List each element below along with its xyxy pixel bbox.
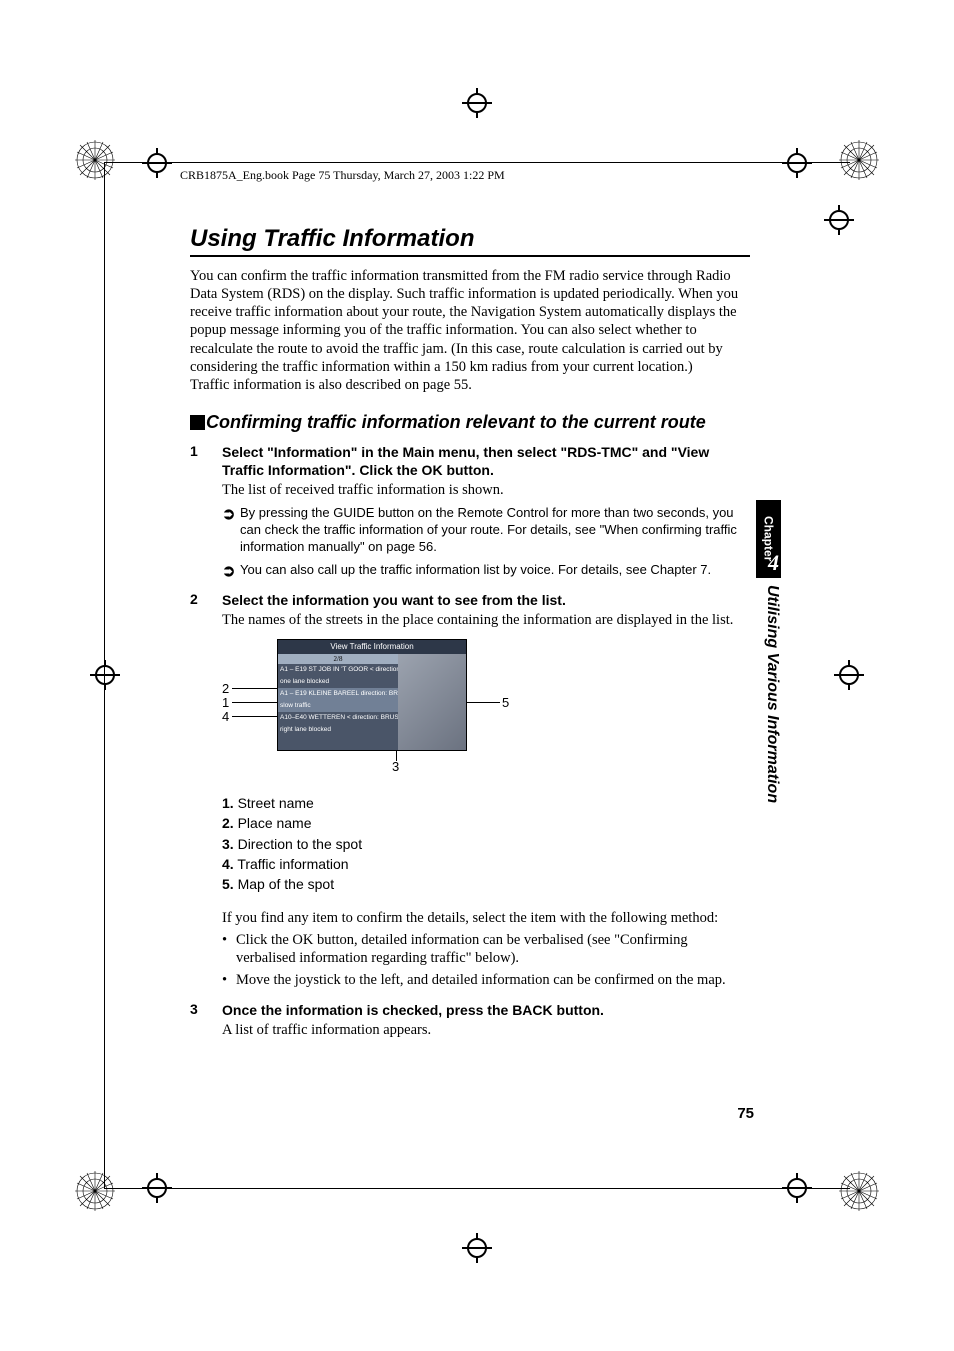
crosshair-icon xyxy=(142,148,172,178)
chapter-number: 4 xyxy=(768,550,779,576)
callout-line xyxy=(232,688,277,689)
crop-line xyxy=(104,162,105,1189)
fig-row: one lane blocked xyxy=(278,676,398,688)
tip-arrow-icon: ➲ xyxy=(222,505,240,526)
step-description: The list of received traffic information… xyxy=(222,481,750,499)
chapter-title: Utilising Various Information xyxy=(756,585,781,803)
regmark-starburst xyxy=(75,1171,115,1211)
crosshair-icon xyxy=(782,148,812,178)
tip-row: ➲ You can also call up the traffic infor… xyxy=(222,562,750,583)
fig-title: View Traffic Information xyxy=(278,640,466,654)
step-2: 2 Select the information you want to see… xyxy=(190,591,750,993)
fig-row: right lane blocked xyxy=(278,724,398,736)
subheading: Confirming traffic information relevant … xyxy=(190,412,750,433)
legend-item: 2. Place name xyxy=(222,813,750,833)
legend-item: 4. Traffic information xyxy=(222,854,750,874)
legend-item: 1. Street name xyxy=(222,793,750,813)
callout-line xyxy=(467,702,500,703)
book-header: CRB1875A_Eng.book Page 75 Thursday, Marc… xyxy=(180,168,505,183)
step-number: 3 xyxy=(190,1001,222,1039)
side-tab: Chapter 4 Utilising Various Information xyxy=(756,500,781,880)
callout-line xyxy=(232,716,277,717)
crop-line xyxy=(104,1188,850,1189)
fig-map-thumbnail xyxy=(398,654,466,750)
crosshair-icon xyxy=(90,660,120,690)
page-content: Using Traffic Information You can confir… xyxy=(190,225,750,1045)
fig-row: slow traffic xyxy=(278,700,398,712)
crop-line xyxy=(104,162,850,163)
regmark-starburst xyxy=(839,140,879,180)
legend-list: 1. Street name 2. Place name 3. Directio… xyxy=(222,793,750,894)
callout-3: 3 xyxy=(392,759,399,775)
section-title: Using Traffic Information xyxy=(190,225,750,257)
crosshair-icon xyxy=(824,205,854,235)
tip-arrow-icon: ➲ xyxy=(222,562,240,583)
fig-counter: 2/8 xyxy=(278,654,398,664)
step-description: The names of the streets in the place co… xyxy=(222,611,750,629)
callout-line xyxy=(232,702,277,703)
figure: 2 1 4 5 3 View Traffic Information 2/8 A… xyxy=(222,639,750,779)
tip-text: By pressing the GUIDE button on the Remo… xyxy=(240,505,750,556)
fig-row: A10–E40 WETTEREN < direction: BRUSSE… xyxy=(278,712,398,724)
step-number: 2 xyxy=(190,591,222,993)
screenshot-thumbnail: View Traffic Information 2/8 A1 – E19 ST… xyxy=(277,639,467,751)
page-number: 75 xyxy=(737,1105,754,1122)
tip-row: ➲ By pressing the GUIDE button on the Re… xyxy=(222,505,750,556)
bullet-item: •Click the OK button, detailed informati… xyxy=(222,931,750,967)
crosshair-icon xyxy=(462,88,492,118)
bullet-item: •Move the joystick to the left, and deta… xyxy=(222,971,750,989)
step-number: 1 xyxy=(190,443,222,583)
step-instruction: Select the information you want to see f… xyxy=(222,591,750,609)
regmark-starburst xyxy=(839,1171,879,1211)
fig-row: A1 – E19 KLEINE BAREEL direction: BRE… xyxy=(278,688,398,700)
step-1: 1 Select "Information" in the Main menu,… xyxy=(190,443,750,583)
callout-5: 5 xyxy=(502,695,509,711)
step-description: A list of traffic information appears. xyxy=(222,1021,750,1039)
step-instruction: Select "Information" in the Main menu, t… xyxy=(222,443,750,479)
legend-item: 3. Direction to the spot xyxy=(222,834,750,854)
step-instruction: Once the information is checked, press t… xyxy=(222,1001,750,1019)
callout-line xyxy=(396,751,397,761)
crosshair-icon xyxy=(462,1233,492,1263)
legend-item: 5. Map of the spot xyxy=(222,874,750,894)
regmark-starburst xyxy=(75,140,115,180)
square-bullet-icon xyxy=(190,415,205,430)
fig-row: A1 – E19 ST JOB IN 'T GOOR < direction: … xyxy=(278,664,398,676)
callout-4: 4 xyxy=(222,709,229,725)
step-3: 3 Once the information is checked, press… xyxy=(190,1001,750,1039)
tip-text: You can also call up the traffic informa… xyxy=(240,562,711,579)
desc-intro: If you find any item to confirm the deta… xyxy=(222,909,750,927)
intro-paragraph: You can confirm the traffic information … xyxy=(190,267,750,394)
crosshair-icon xyxy=(834,660,864,690)
